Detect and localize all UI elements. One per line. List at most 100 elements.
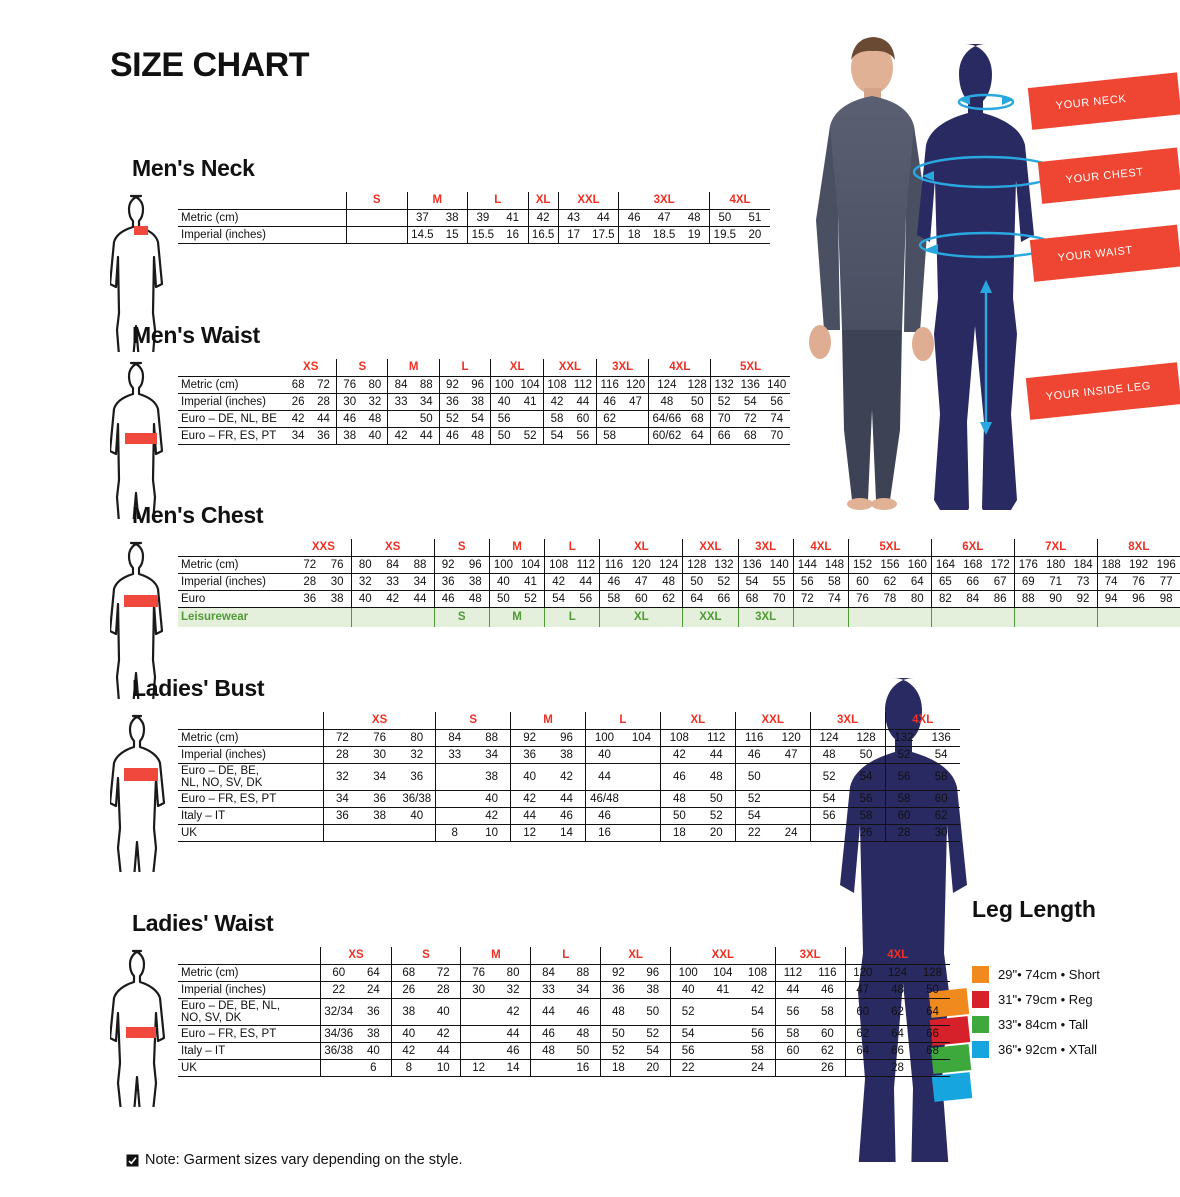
table-cell: 44 bbox=[426, 1042, 461, 1060]
row-label: Euro – FR, ES, PT bbox=[178, 1025, 286, 1043]
table-cell: 48 bbox=[600, 998, 636, 1026]
table-cell: 36 bbox=[600, 981, 636, 999]
section-heading: Men's Waist bbox=[132, 322, 260, 348]
table-cell: 54 bbox=[543, 427, 570, 445]
table-cell: 80 bbox=[495, 964, 531, 982]
table-cell: 46 bbox=[565, 998, 601, 1026]
size-group-header: M bbox=[488, 539, 545, 557]
table-cell: 44 bbox=[697, 746, 736, 764]
table-cell: 70 bbox=[710, 410, 738, 428]
table-cell: 37 bbox=[406, 209, 438, 227]
table-cell: 54 bbox=[737, 573, 766, 591]
table-cell bbox=[772, 807, 811, 825]
table-cell: 40 bbox=[510, 763, 549, 791]
size-table-ladies-waist: XS S M L XL XXL 3XL 4XL Metric (cm) 60 64 68 72 76 80 8… bbox=[178, 947, 950, 1077]
section-mens-neck: Men's Neck S M L XL XXL 3XL 4XL Metric (cm) 37 38 3… bbox=[108, 155, 770, 421]
table-cell: 54 bbox=[734, 807, 773, 825]
table-wrap: XXS XS S M L XL XXL 3XL 4XL 5XL 6XL 7XL 8XL Metric (c… bbox=[178, 539, 1180, 627]
table-cell: 34/36 bbox=[320, 1025, 357, 1043]
table-cell: 42 bbox=[548, 763, 586, 791]
header-blank bbox=[178, 539, 296, 557]
table-row: Imperial (inches) 14.5 15 15.5 16 16.5 17 17.5 1… bbox=[178, 226, 770, 244]
size-group-header: XS bbox=[320, 947, 392, 965]
table-cell: 56 bbox=[740, 1025, 776, 1043]
table-cell bbox=[285, 1059, 321, 1077]
table-wrap: XS S M L XL XXL 3XL 4XL 5XL Metric (cm) 68 72 76 80 84… bbox=[178, 359, 790, 445]
table-cell: 88 bbox=[406, 556, 435, 574]
table-row: Metric (cm) 68 72 76 80 84 88 92 96 100 104 108 112 1… bbox=[178, 376, 790, 394]
size-table-mens-waist: XS S M L XL XXL 3XL 4XL 5XL Metric (cm) 68 72 76 80 84… bbox=[178, 359, 790, 445]
table-cell: 22 bbox=[320, 981, 357, 999]
table-cell: 44 bbox=[569, 393, 597, 411]
table-cell: 80 bbox=[398, 729, 436, 747]
table-cell: 14 bbox=[495, 1059, 531, 1077]
table-cell: 124 bbox=[809, 729, 848, 747]
table-cell: 112 bbox=[774, 964, 811, 982]
table-cell: 62 bbox=[844, 1025, 880, 1043]
table-row: Metric (cm) 60 64 68 72 76 80 84 88 92 96 100 104 108… bbox=[178, 964, 950, 982]
table-cell bbox=[772, 763, 811, 791]
table-cell: 76 bbox=[1124, 573, 1153, 591]
size-group-header: XL bbox=[599, 539, 683, 557]
row-label: Metric (cm) bbox=[178, 964, 286, 982]
table-cell: 52 bbox=[710, 393, 738, 411]
table-cell: 124 bbox=[880, 964, 915, 982]
table-cell: 34 bbox=[285, 427, 311, 445]
table-cell: 52 bbox=[600, 1042, 636, 1060]
row-label: Imperial (inches) bbox=[178, 981, 286, 999]
table-cell: 33 bbox=[530, 981, 566, 999]
table-cell: 50 bbox=[684, 393, 711, 411]
table-cell: 36 bbox=[310, 427, 337, 445]
table-cell: 132 bbox=[710, 376, 738, 394]
row-label: Metric (cm) bbox=[178, 209, 286, 227]
table-cell: 74 bbox=[820, 590, 849, 608]
leisurewear-label: Leisurewear bbox=[178, 607, 296, 627]
table-cell: 28 bbox=[322, 746, 361, 764]
size-group-header: XXL bbox=[557, 192, 619, 210]
table-cell bbox=[914, 1059, 950, 1077]
table-cell: 42 bbox=[473, 807, 511, 825]
table-cell: 46 bbox=[584, 807, 623, 825]
table-cell: 32/34 bbox=[320, 998, 357, 1026]
table-cell: 100 bbox=[488, 556, 517, 574]
table-cell: 56 bbox=[490, 410, 518, 428]
table-cell: 136 bbox=[737, 376, 764, 394]
section-heading: Men's Neck bbox=[132, 155, 255, 181]
table-cell: 32 bbox=[322, 763, 361, 791]
table-cell: 50 bbox=[734, 763, 773, 791]
table-cell: 10 bbox=[426, 1059, 461, 1077]
leg-length-item: 36"• 92cm • XTall bbox=[972, 1037, 1100, 1062]
table-cell: 132 bbox=[710, 556, 738, 574]
table-cell: 42 bbox=[740, 981, 776, 999]
table-cell: 68 bbox=[684, 410, 711, 428]
table-cell: 62 bbox=[810, 1042, 846, 1060]
table-cell bbox=[622, 410, 649, 428]
table-cell bbox=[460, 1042, 496, 1060]
table-cell: 176 bbox=[1013, 556, 1042, 574]
section-heading: Men's Chest bbox=[132, 502, 264, 528]
table-cell: 40 bbox=[488, 573, 517, 591]
table-cell: 100 bbox=[669, 964, 706, 982]
table-cell bbox=[286, 226, 317, 244]
size-group-header bbox=[286, 192, 347, 210]
table-cell: 74 bbox=[763, 410, 790, 428]
table-cell: 52 bbox=[884, 746, 923, 764]
size-table-ladies-bust: XS S M L XL XXL 3XL 4XL Metric (cm) 72 76 80 84 88 92 9… bbox=[178, 712, 960, 842]
table-cell: 50 bbox=[659, 807, 698, 825]
table-cell: 44 bbox=[413, 427, 440, 445]
size-group-header: 5XL bbox=[710, 359, 790, 377]
table-cell: 33 bbox=[387, 393, 414, 411]
table-cell: 28 bbox=[884, 824, 923, 842]
table-cell: 36 bbox=[360, 790, 399, 808]
table-cell: 24 bbox=[356, 981, 392, 999]
table-cell: 44 bbox=[406, 590, 435, 608]
row-label: UK bbox=[178, 824, 286, 842]
table-cell: 58 bbox=[595, 427, 623, 445]
table-cell: 40 bbox=[398, 807, 436, 825]
table-cell: 34 bbox=[322, 790, 361, 808]
table-cell: 52 bbox=[809, 763, 848, 791]
size-group-header: S bbox=[346, 192, 407, 210]
table-cell: 56 bbox=[792, 573, 821, 591]
table-cell: 18 bbox=[618, 226, 649, 244]
